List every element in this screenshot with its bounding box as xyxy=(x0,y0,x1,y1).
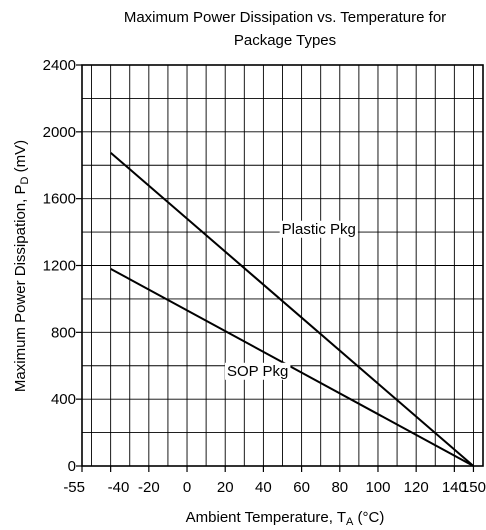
y-tick-label: 2400 xyxy=(43,57,76,74)
y-axis-label-sub: D xyxy=(19,177,31,185)
y-tick-label: 400 xyxy=(51,391,76,408)
x-tick-label: 140 xyxy=(442,479,467,496)
x-tick-label: -20 xyxy=(138,479,160,496)
chart-title-line-2: Package Types xyxy=(234,32,336,49)
y-axis-label-main: Maximum Power Dissipation, P xyxy=(12,185,29,393)
x-tick-label: 150 xyxy=(461,479,486,496)
x-tick-label: 0 xyxy=(183,479,191,496)
chart-title-line-1: Maximum Power Dissipation vs. Temperatur… xyxy=(124,9,446,26)
x-tick-label: 60 xyxy=(293,479,310,496)
x-axis-label-sub: A xyxy=(346,516,354,528)
x-axis-label-suffix: (°C) xyxy=(353,509,384,526)
y-tick-label: 800 xyxy=(51,324,76,341)
x-axis-label-main: Ambient Temperature, T xyxy=(186,509,346,526)
annotation-background xyxy=(279,220,358,238)
y-tick-label: 0 xyxy=(68,458,76,475)
series-annotation: SOP Pkg xyxy=(227,363,288,380)
tick-labels: 0 400 800 1200 1600 2000 2400 -55 -40 -20 0 20 40 60 8… xyxy=(43,57,486,496)
y-tick-label: 1600 xyxy=(43,191,76,208)
series-line-plastic-pkg xyxy=(109,151,475,467)
annotations: Plastic Pkg SOP Pkg xyxy=(224,220,358,380)
x-tick-label: 40 xyxy=(255,479,272,496)
y-tick-label: 1200 xyxy=(43,258,76,275)
x-tick-label: -55 xyxy=(63,479,85,496)
x-tick-label: 20 xyxy=(217,479,234,496)
annotation-background xyxy=(224,362,291,380)
y-tick-label: 2000 xyxy=(43,124,76,141)
grid xyxy=(82,65,483,466)
y-axis-label: Maximum Power Dissipation, PD (mV) xyxy=(12,140,31,392)
x-tick-label: 120 xyxy=(404,479,429,496)
x-tick-label: 100 xyxy=(365,479,390,496)
x-tick-label: 80 xyxy=(331,479,348,496)
series-lines xyxy=(109,151,475,467)
plot-frame xyxy=(81,64,484,467)
series-annotation: Plastic Pkg xyxy=(282,221,356,238)
x-tick-label: -40 xyxy=(108,479,130,496)
x-axis-label: Ambient Temperature, TA (°C) xyxy=(186,509,385,528)
series-line-sop-pkg xyxy=(110,267,474,467)
y-axis-label-suffix: (mV) xyxy=(12,140,29,177)
